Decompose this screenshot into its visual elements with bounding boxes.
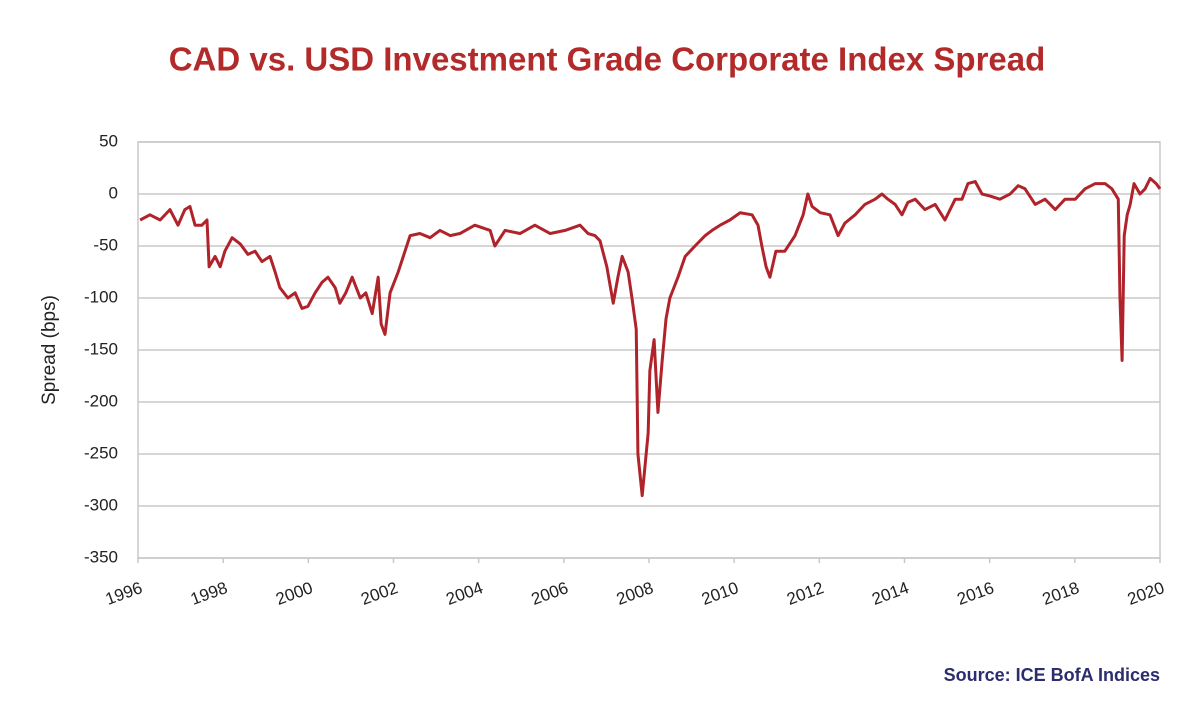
y-tick-label: -300 bbox=[84, 495, 118, 514]
spread-line bbox=[139, 176, 1162, 498]
x-tick-label: 2012 bbox=[784, 578, 826, 609]
y-tick-label: -150 bbox=[84, 339, 118, 358]
y-tick-label: 0 bbox=[109, 183, 118, 202]
x-tick-label: 2018 bbox=[1040, 578, 1082, 609]
y-tick-label: 50 bbox=[99, 131, 118, 150]
x-tick-label: 2020 bbox=[1125, 578, 1167, 609]
y-tick-label: -50 bbox=[93, 235, 118, 254]
y-tick-label: -250 bbox=[84, 443, 118, 462]
y-tick-label: -100 bbox=[84, 287, 118, 306]
chart-title: CAD vs. USD Investment Grade Corporate I… bbox=[169, 41, 1046, 78]
x-tick-label: 2014 bbox=[869, 578, 911, 609]
source-note: Source: ICE BofA Indices bbox=[944, 665, 1160, 685]
x-tick-label: 2000 bbox=[273, 578, 315, 609]
y-tick-label: -350 bbox=[84, 547, 118, 566]
x-tick-label: 2002 bbox=[358, 578, 400, 609]
x-tick-label: 2016 bbox=[955, 578, 997, 609]
x-tick-label: 1998 bbox=[188, 578, 230, 609]
x-tick-label: 2004 bbox=[444, 578, 486, 609]
x-tick-label: 1996 bbox=[103, 578, 145, 609]
y-axis-label: Spread (bps) bbox=[39, 295, 60, 405]
x-tick-label: 2008 bbox=[614, 578, 656, 609]
x-tick-label: 2010 bbox=[699, 578, 741, 609]
x-tick-label: 2006 bbox=[529, 578, 571, 609]
y-tick-label: -200 bbox=[84, 391, 118, 410]
